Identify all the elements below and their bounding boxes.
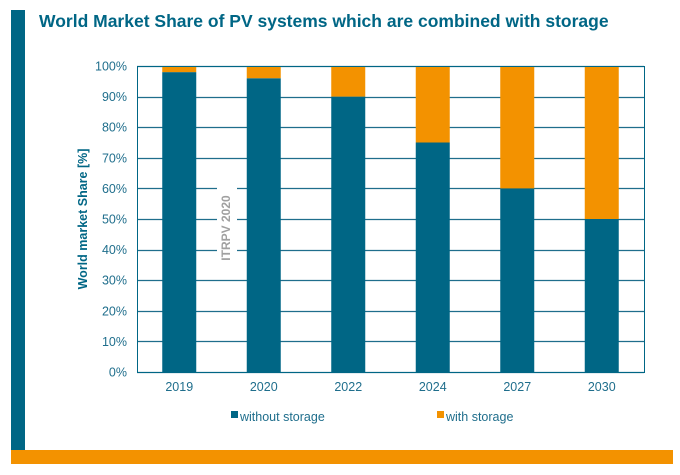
- legend-item-with-storage: with storage: [437, 410, 513, 424]
- bar-without-storage-2030: [584, 219, 619, 372]
- left-accent-bar: [11, 10, 25, 450]
- bar-without-storage-2027: [500, 188, 535, 372]
- x-tick-label: 2022: [334, 380, 362, 394]
- y-tick-label: 80%: [102, 121, 127, 135]
- legend: without storage with storage: [231, 410, 513, 424]
- bar-without-storage-2019: [162, 72, 197, 373]
- y-tick-label: 60%: [102, 182, 127, 196]
- bar-with-storage-2024: [415, 66, 450, 143]
- y-axis-label: World market Share [%]: [76, 149, 90, 290]
- bar-with-storage-2027: [500, 66, 535, 189]
- y-tick-label: 50%: [102, 213, 127, 227]
- watermark-group: ITRPV 2020: [217, 180, 237, 276]
- bars: [162, 66, 619, 373]
- bar-with-storage-2019: [162, 66, 197, 73]
- y-tick-label: 20%: [102, 304, 127, 318]
- legend-label: without storage: [239, 410, 325, 424]
- y-tick-label: 100%: [95, 60, 127, 74]
- y-tick-label: 90%: [102, 90, 127, 104]
- y-tick-label: 0%: [109, 366, 127, 380]
- y-tick-label: 30%: [102, 274, 127, 288]
- chart-title: World Market Share of PV systems which a…: [39, 11, 609, 31]
- y-tick-label: 10%: [102, 335, 127, 349]
- bottom-accent-bar: [11, 450, 673, 464]
- gridlines: [137, 65, 644, 374]
- legend-item-without-storage: without storage: [231, 410, 325, 424]
- legend-label: with storage: [445, 410, 513, 424]
- y-tick-label: 70%: [102, 151, 127, 165]
- bar-with-storage-2022: [331, 66, 366, 97]
- watermark-background: [217, 180, 237, 276]
- x-tick-label: 2024: [419, 380, 447, 394]
- bar-without-storage-2020: [246, 78, 281, 373]
- x-tick-label: 2020: [250, 380, 278, 394]
- x-tick-label: 2030: [588, 380, 616, 394]
- legend-swatch: [231, 411, 238, 418]
- bar-with-storage-2020: [246, 66, 281, 79]
- watermark-annotation: ITRPV 2020: [219, 195, 233, 261]
- legend-swatch: [437, 411, 444, 418]
- plot-frame: [137, 66, 645, 373]
- y-tick-label: 40%: [102, 243, 127, 257]
- bar-without-storage-2024: [415, 142, 450, 372]
- x-tick-label: 2019: [165, 380, 193, 394]
- bar-without-storage-2022: [331, 96, 366, 372]
- x-tick-labels: 2019 2020 2022 2024 2027 2030: [165, 380, 615, 394]
- x-tick-label: 2027: [503, 380, 531, 394]
- y-tick-labels: 0% 10% 20% 30% 40% 50% 60% 70% 80% 90% 100%: [95, 60, 127, 380]
- bar-with-storage-2030: [584, 66, 619, 219]
